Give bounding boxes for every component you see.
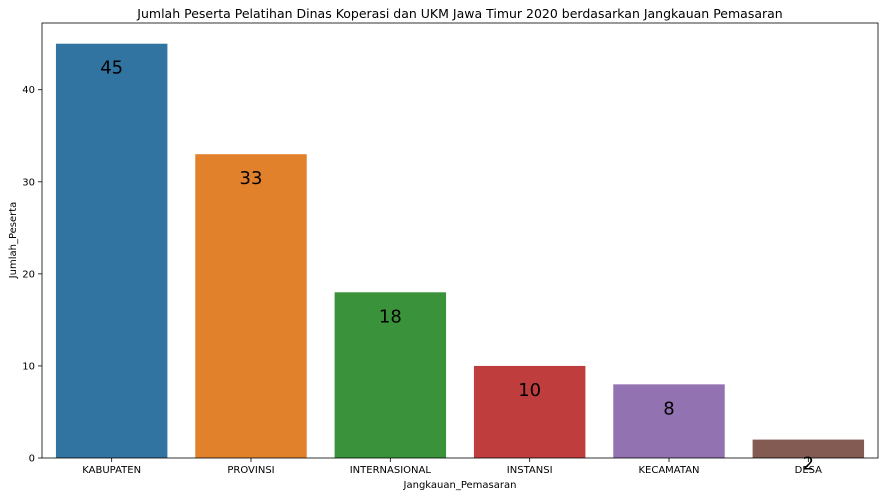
value-labels-layer: 45 33 18 10 8 2 [100,58,814,475]
plot-frame [41,22,879,459]
data-label-desa: 2 [803,454,814,475]
chart-title: Jumlah Peserta Pelatihan Dinas Koperasi … [136,6,782,21]
data-label-kecamatan: 8 [663,398,674,419]
data-label-kabupaten: 45 [100,58,123,79]
x-axis-label: Jangkauan_Pemasaran [403,480,517,491]
y-tick-label: 0 [29,454,35,465]
x-tick-label-kabupaten: KABUPATEN [82,465,141,476]
bar-kabupaten [55,43,168,458]
x-tick-label-provinsi: PROVINSI [227,465,274,476]
bar-internasional [334,292,447,458]
y-tick-label: 10 [22,361,35,372]
y-tick-label: 20 [22,269,35,280]
x-tick-label-desa: DESA [795,465,823,476]
bars-layer [55,43,865,458]
bar-kecamatan [613,384,725,458]
y-axis-label: Jumlah_Peserta [8,202,19,280]
bar-instansi [473,365,586,458]
x-tick-label-internasional: INTERNASIONAL [350,465,432,476]
x-tick-label-instansi: INSTANSI [507,465,553,476]
ticks-layer: KABUPATEN PROVINSI INTERNASIONAL INSTANSI KE… [22,85,822,476]
bar-desa [752,439,865,458]
x-tick-label-kecamatan: KECAMATAN [638,465,699,476]
data-label-provinsi: 33 [240,168,263,189]
bar-provinsi [195,154,307,458]
y-tick-label: 40 [22,85,35,96]
data-label-instansi: 10 [518,380,541,401]
data-label-internasional: 18 [379,306,402,327]
y-tick-label: 30 [22,177,35,188]
